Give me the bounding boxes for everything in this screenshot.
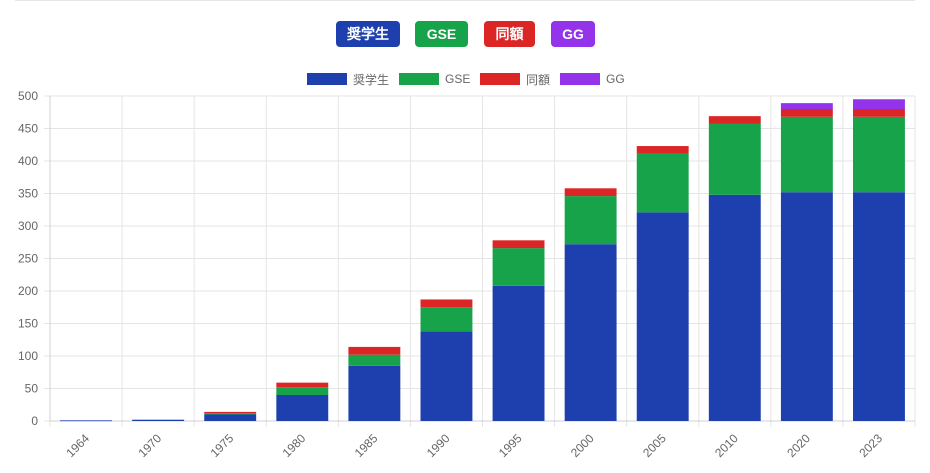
bar-segment	[348, 365, 401, 421]
bar-segment	[780, 116, 833, 193]
legend-label: 同額	[526, 72, 551, 87]
x-tick-label: 2010	[712, 431, 741, 460]
bar-segment	[780, 109, 833, 117]
legend-label: GSE	[445, 72, 471, 86]
chart-legend: 奨学生 GSE 同額 GG	[0, 70, 930, 88]
legend-swatch	[560, 73, 600, 85]
bar-segment	[780, 192, 833, 421]
bar-segment	[492, 248, 545, 286]
x-tick-label: 2000	[568, 431, 597, 460]
bar-segment	[420, 331, 473, 421]
bar-segment	[204, 411, 257, 414]
y-tick-label: 250	[18, 252, 38, 266]
filter-button-gse[interactable]: GSE	[415, 21, 468, 47]
bar-segment	[564, 188, 617, 197]
bar-segment	[132, 419, 185, 421]
bar-segment	[708, 123, 761, 195]
legend-item-scholars[interactable]: 奨学生	[307, 70, 389, 88]
bar-segment	[492, 285, 545, 421]
x-tick-label: 1964	[63, 431, 92, 460]
y-tick-label: 350	[18, 187, 38, 201]
bar-segment	[636, 146, 689, 154]
bar-segment	[348, 346, 401, 355]
bar-segment	[420, 299, 473, 308]
series-filter-buttons: 奨学生 GSE 同額 GG	[0, 21, 930, 47]
bar-segment	[420, 307, 473, 332]
bar-segment	[564, 196, 617, 245]
bar-segment	[564, 244, 617, 421]
legend-swatch	[307, 73, 347, 85]
legend-swatch	[480, 73, 520, 85]
x-tick-label: 2005	[640, 431, 669, 460]
bar-segment	[853, 192, 905, 421]
y-tick-label: 100	[18, 349, 38, 363]
bar-segment	[204, 413, 257, 415]
filter-button-same-amount[interactable]: 同額	[484, 21, 535, 47]
y-tick-label: 0	[31, 414, 38, 428]
bar-segment	[780, 103, 833, 109]
top-divider	[15, 0, 915, 1]
x-tick-label: 2020	[784, 431, 813, 460]
bar-segment	[348, 354, 401, 366]
filter-button-gg[interactable]: GG	[551, 21, 595, 47]
bar-segment	[708, 194, 761, 421]
legend-item-gse[interactable]: GSE	[399, 70, 470, 88]
x-tick-label: 1995	[496, 431, 525, 460]
x-tick-label: 1985	[352, 431, 381, 460]
y-tick-label: 300	[18, 219, 38, 233]
y-tick-label: 400	[18, 154, 38, 168]
bar-segment	[853, 99, 905, 109]
x-tick-label: 1980	[280, 431, 309, 460]
y-tick-label: 200	[18, 284, 38, 298]
bar-segment	[276, 387, 329, 395]
y-tick-label: 50	[25, 382, 39, 396]
bar-segment	[708, 116, 761, 124]
x-tick-label: 2023	[856, 431, 885, 460]
bar-segment	[853, 109, 905, 117]
bar-segment	[636, 212, 689, 421]
bar-segment	[492, 240, 545, 249]
bar-segment	[636, 153, 689, 213]
bar-segment	[276, 382, 329, 388]
bar-segment	[276, 395, 329, 421]
bar-segment	[853, 116, 905, 193]
y-tick-label: 450	[18, 122, 38, 136]
filter-button-scholars[interactable]: 奨学生	[336, 21, 400, 47]
legend-item-same-amount[interactable]: 同額	[480, 70, 550, 88]
x-tick-label: 1975	[208, 431, 237, 460]
x-tick-label: 1970	[135, 431, 164, 460]
y-tick-label: 150	[18, 317, 38, 331]
x-tick-label: 1990	[424, 431, 453, 460]
legend-label: GG	[606, 72, 625, 86]
bar-segment	[204, 414, 257, 421]
legend-label: 奨学生	[353, 72, 390, 87]
legend-swatch	[399, 73, 439, 85]
y-tick-label: 500	[18, 89, 38, 103]
bar-segment	[60, 420, 112, 422]
legend-item-gg[interactable]: GG	[560, 70, 625, 88]
